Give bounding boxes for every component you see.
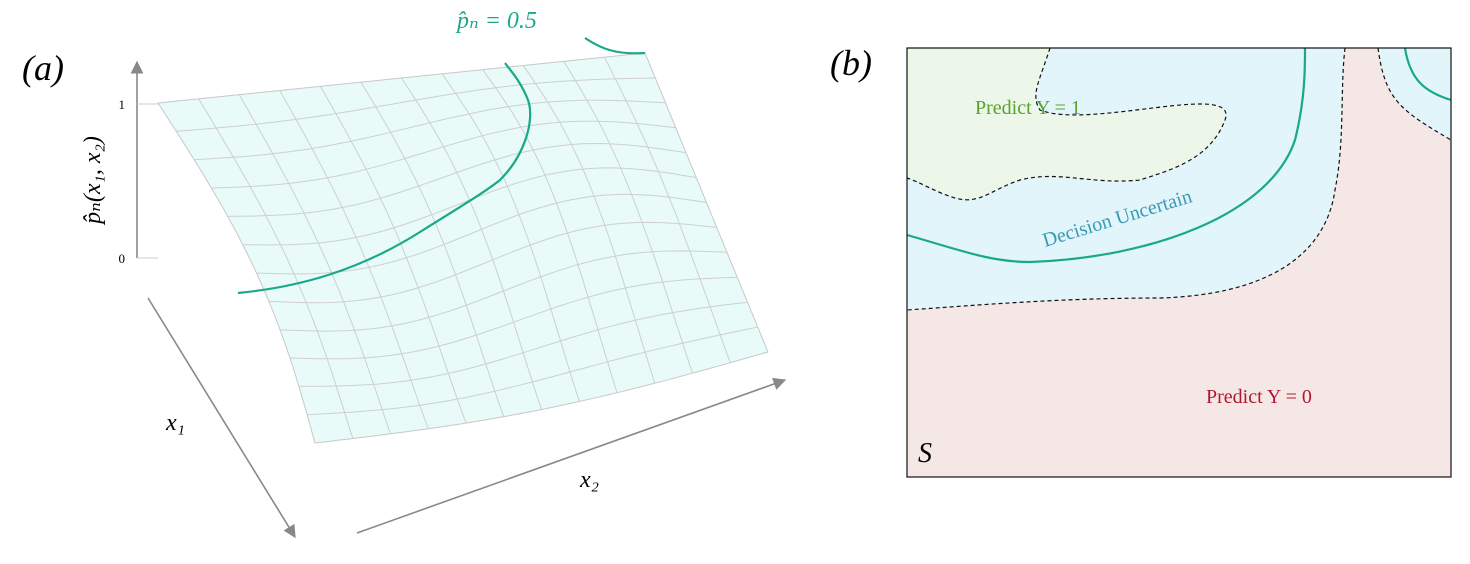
- mesh-line: [298, 301, 748, 387]
- contour-line: [584, 37, 646, 55]
- tick-label: 0: [119, 251, 126, 266]
- region-label: Predict Y = 0: [1206, 386, 1312, 408]
- contour-line: [237, 62, 532, 295]
- boundary: [1377, 47, 1452, 141]
- uncertain-region: [1378, 48, 1451, 140]
- panel-label: (a): [22, 48, 64, 88]
- mesh-line: [603, 56, 731, 363]
- panel-label: (b): [830, 43, 872, 83]
- contour-label: p̂ₙ = 0.5: [455, 8, 537, 34]
- contour-line: [1403, 47, 1452, 102]
- boundary: [906, 47, 1227, 201]
- x2-label: x₂: [579, 467, 599, 493]
- surface: [157, 52, 769, 444]
- x1-axis: [147, 297, 296, 539]
- surface-fill: [157, 52, 769, 444]
- boundary: [906, 47, 1346, 311]
- contour-line: [906, 47, 1307, 264]
- mesh-line: [307, 326, 758, 416]
- x1-label: x₁: [165, 410, 185, 436]
- region-1: [907, 48, 1227, 200]
- frame: [906, 47, 1452, 478]
- set-label: S: [918, 438, 932, 469]
- z-axis-label: p̂ₙ(x₁, x₂): [80, 136, 106, 226]
- x2-axis: [356, 377, 787, 534]
- region-label: Predict Y = 1: [975, 97, 1081, 119]
- tick-label: 1: [119, 97, 126, 112]
